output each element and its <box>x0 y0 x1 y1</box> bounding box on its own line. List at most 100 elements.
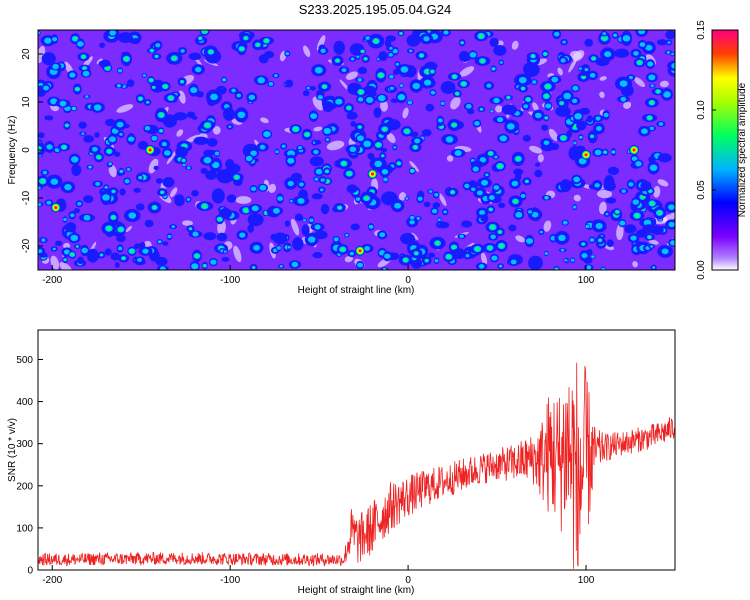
heatmap-cell <box>507 96 510 99</box>
heatmap-cell <box>314 230 328 240</box>
heatmap-cell <box>236 93 242 98</box>
heatmap-cell <box>41 52 56 66</box>
heatmap-cell <box>490 225 495 230</box>
heatmap-cell <box>216 232 228 242</box>
heatmap-cell <box>606 239 614 247</box>
heatmap-cell <box>203 149 215 157</box>
heatmap-cell <box>531 54 535 58</box>
heatmap-cell <box>590 135 594 138</box>
heatmap-cell <box>50 98 58 105</box>
heatmap-cell <box>38 186 41 190</box>
heatmap-cell <box>667 60 675 71</box>
heatmap-cell <box>425 103 435 112</box>
heatmap-cell <box>72 107 76 110</box>
heatmap-cell <box>384 253 391 259</box>
heatmap-cell <box>133 243 142 249</box>
heatmap-cell <box>188 52 202 61</box>
heatmap-cell <box>320 203 330 215</box>
colorbar-tick-label: 0.05 <box>696 180 707 200</box>
heatmap-cell <box>431 208 438 214</box>
heatmap-cell <box>650 84 654 88</box>
heatmap-x-tick-label: 100 <box>578 275 595 286</box>
heatmap-cell <box>446 254 451 259</box>
heatmap-cell <box>312 96 324 111</box>
heatmap-cell <box>455 92 459 95</box>
heatmap-cell <box>518 76 527 84</box>
heatmap-cell <box>601 267 606 270</box>
heatmap-cell <box>443 30 449 35</box>
heatmap-cell <box>77 41 84 47</box>
heatmap-cell <box>250 186 257 191</box>
heatmap-cell <box>77 256 84 265</box>
heatmap-cell <box>437 218 441 222</box>
heatmap-cell <box>211 188 225 204</box>
heatmap-cell <box>393 146 397 149</box>
heatmap-cell <box>383 177 388 182</box>
heatmap-cell <box>63 249 70 255</box>
heatmap-x-tick-label: 0 <box>405 275 411 286</box>
heatmap-cell <box>284 220 290 227</box>
heatmap-cell <box>70 156 79 163</box>
heatmap-cell <box>161 141 167 147</box>
heatmap-cell <box>162 177 175 188</box>
heatmap-cell <box>594 149 602 156</box>
heatmap-cell <box>82 70 90 77</box>
heatmap-cell <box>71 164 82 176</box>
heatmap-cell <box>620 96 627 102</box>
heatmap-cell <box>573 176 581 183</box>
heatmap-cell <box>344 255 354 263</box>
heatmap-cell <box>54 147 60 153</box>
heatmap-cell <box>374 160 383 168</box>
heatmap-cell <box>544 94 549 99</box>
heatmap-cell <box>557 67 563 76</box>
heatmap-cell <box>345 71 358 80</box>
heatmap-cell <box>474 121 480 126</box>
heatmap-cell <box>307 236 316 243</box>
heatmap-cell <box>615 210 619 214</box>
heatmap-cell <box>639 42 646 47</box>
heatmap-cell <box>381 169 389 175</box>
heatmap-cell <box>621 189 626 193</box>
heatmap-cell <box>116 234 126 243</box>
heatmap-cell <box>75 87 79 91</box>
heatmap-y-tick-label: -20 <box>21 238 32 253</box>
heatmap-cell <box>42 170 48 175</box>
heatmap-cell <box>91 146 98 152</box>
heatmap-cell <box>155 43 161 48</box>
heatmap-cell <box>109 30 117 36</box>
heatmap-cell <box>631 156 638 162</box>
heatmap-cell <box>268 81 274 86</box>
heatmap-cell <box>624 224 637 234</box>
heatmap-cell <box>268 183 277 193</box>
heatmap-cell <box>521 87 525 90</box>
heatmap-cell <box>515 235 525 243</box>
heatmap-cell <box>403 258 408 262</box>
heatmap-cell <box>70 234 79 242</box>
heatmap-cell <box>486 83 492 88</box>
heatmap-cell <box>558 234 566 242</box>
heatmap-cell <box>341 68 347 73</box>
heatmap-cell <box>480 59 485 63</box>
heatmap-cell <box>584 38 594 47</box>
heatmap-cell <box>305 132 309 137</box>
heatmap-cell <box>93 104 102 111</box>
heatmap-cell <box>176 129 184 137</box>
heatmap-cell <box>186 198 191 201</box>
heatmap-cell <box>221 257 230 262</box>
heatmap-cell <box>336 59 339 63</box>
heatmap-cell <box>532 80 537 84</box>
heatmap-cell <box>657 210 662 215</box>
heatmap-cell <box>612 150 615 154</box>
heatmap-cell <box>668 204 675 210</box>
heatmap-cell <box>663 91 671 98</box>
heatmap-cell <box>437 118 443 123</box>
snr-frame <box>37 329 676 571</box>
heatmap-cell <box>367 90 377 97</box>
heatmap-cell <box>335 98 343 105</box>
heatmap-cell <box>203 232 217 241</box>
heatmap-cell <box>294 213 304 222</box>
heatmap-cell <box>333 40 345 55</box>
heatmap-cell <box>159 129 163 133</box>
heatmap-cell <box>38 31 41 35</box>
heatmap-cell <box>131 37 141 44</box>
